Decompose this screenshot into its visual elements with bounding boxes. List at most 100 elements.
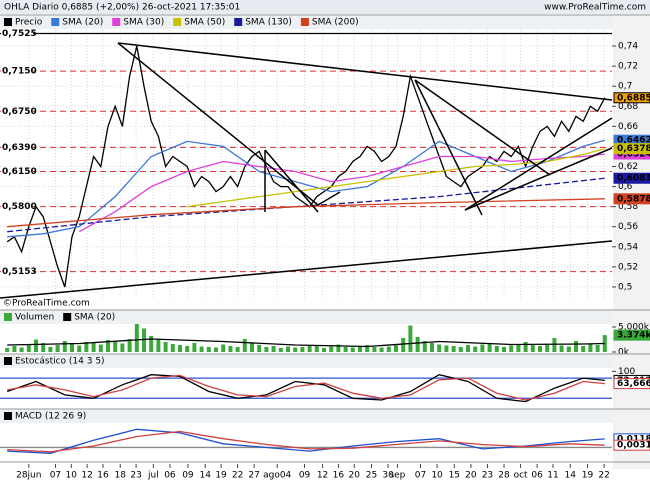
trend-line <box>414 79 483 216</box>
level-label-bg <box>1 106 33 117</box>
last-value-label: 0,0031 <box>617 441 650 451</box>
bar <box>300 347 305 352</box>
series-line <box>7 374 605 401</box>
legend-label: Precio <box>15 18 43 28</box>
bar <box>91 343 96 352</box>
last-value-box <box>613 378 650 390</box>
bar <box>545 344 550 352</box>
bar <box>106 340 110 352</box>
bar <box>487 343 492 352</box>
level-label: 0,6150 <box>2 167 37 177</box>
x-tick-label: 11 <box>547 471 558 481</box>
bar <box>149 336 154 352</box>
bar <box>163 342 168 352</box>
x-tick-label: 16 <box>333 471 345 481</box>
bar <box>386 346 391 352</box>
bar <box>502 347 506 352</box>
series-line <box>7 198 605 228</box>
bar <box>588 343 593 352</box>
legend-title: Estocástico (14 3 5) <box>15 357 105 367</box>
bar <box>466 345 470 352</box>
legend-swatch <box>112 18 121 26</box>
series-line <box>6 45 606 288</box>
y-tick-label: 100 <box>618 367 635 377</box>
level-label-bg <box>1 201 33 212</box>
bar <box>286 346 290 352</box>
bar <box>98 344 103 352</box>
last-value-label: 63,666 <box>617 379 650 389</box>
bar <box>257 345 262 352</box>
bar <box>278 348 283 352</box>
bar <box>350 347 355 352</box>
x-tick-label: 14 <box>565 471 577 481</box>
x-tick-label: 18 <box>115 471 127 481</box>
last-value-label: 0,0118 <box>617 434 650 444</box>
header-bar <box>0 0 650 14</box>
x-tick-label: ago04 <box>263 471 291 481</box>
x-tick-label: 09 <box>299 471 311 481</box>
x-tick-label: 19 <box>582 471 594 481</box>
bar <box>408 325 413 352</box>
bar <box>199 346 204 352</box>
last-value-label: 0,6324 <box>617 150 650 160</box>
bar <box>192 343 197 352</box>
level-label: 0,7525 <box>2 29 37 39</box>
y-tick-label: 0,54 <box>618 242 638 252</box>
bar <box>444 345 449 352</box>
bar <box>581 346 586 352</box>
x-tick-label: 28 <box>498 471 510 481</box>
x-tick-label: 20 <box>465 471 477 481</box>
legend-swatch <box>4 18 12 26</box>
level-label: 0,5153 <box>2 267 37 277</box>
bar <box>70 344 74 352</box>
x-tick-label: 06 <box>531 471 543 481</box>
x-tick-label: 14 <box>199 471 211 481</box>
bar <box>415 337 420 352</box>
series-line <box>187 147 605 208</box>
y-tick-label: 0,5 <box>618 282 632 292</box>
x-tick-label: 22 <box>598 471 609 481</box>
x-tick-label: 25 <box>366 471 377 481</box>
legend-row <box>0 354 613 368</box>
bar <box>185 346 190 352</box>
bar <box>329 346 334 352</box>
bar <box>343 347 348 352</box>
x-tick-label: 28jun <box>16 471 41 481</box>
legend-swatch <box>300 18 309 26</box>
series-line <box>6 374 605 403</box>
level-label-bg <box>1 166 33 177</box>
level-label: 0,7150 <box>2 67 37 77</box>
legend-label: SMA (130) <box>245 18 292 28</box>
bar <box>365 345 370 352</box>
bar <box>293 347 298 352</box>
last-value-label: 0,6462 <box>617 136 650 146</box>
last-value-label: 0,6885 <box>617 93 650 103</box>
level-label: 0,6390 <box>2 143 37 153</box>
x-tick-label: 12 <box>81 471 92 481</box>
legend-swatch <box>4 412 12 420</box>
last-value-box <box>613 172 650 184</box>
y-tick-label: 0,72 <box>618 62 638 72</box>
watermark: ©ProRealTime.com <box>3 299 90 309</box>
level-label: 0,6750 <box>2 107 37 117</box>
bar <box>401 338 406 352</box>
y-tick-label: 0,58 <box>618 202 638 212</box>
legend-label: SMA (200) <box>312 18 359 28</box>
y-tick-label: 0,62 <box>618 162 638 172</box>
legend-label: SMA (20) <box>62 18 103 28</box>
bar <box>559 345 564 352</box>
trend-line <box>414 79 551 176</box>
bar <box>271 346 276 352</box>
last-value-label: 0,6083 <box>617 174 650 184</box>
y-tick-label: 0,56 <box>618 222 638 232</box>
y-tick-label: 0,66 <box>618 122 638 132</box>
y-tick-label: 0,7 <box>618 82 632 92</box>
bar <box>538 346 542 352</box>
legend-label: SMA (20) <box>74 313 115 323</box>
last-value-box <box>613 439 650 451</box>
bar <box>516 344 521 352</box>
bar <box>530 345 535 352</box>
level-label-bg <box>1 28 33 39</box>
bar <box>523 342 528 352</box>
